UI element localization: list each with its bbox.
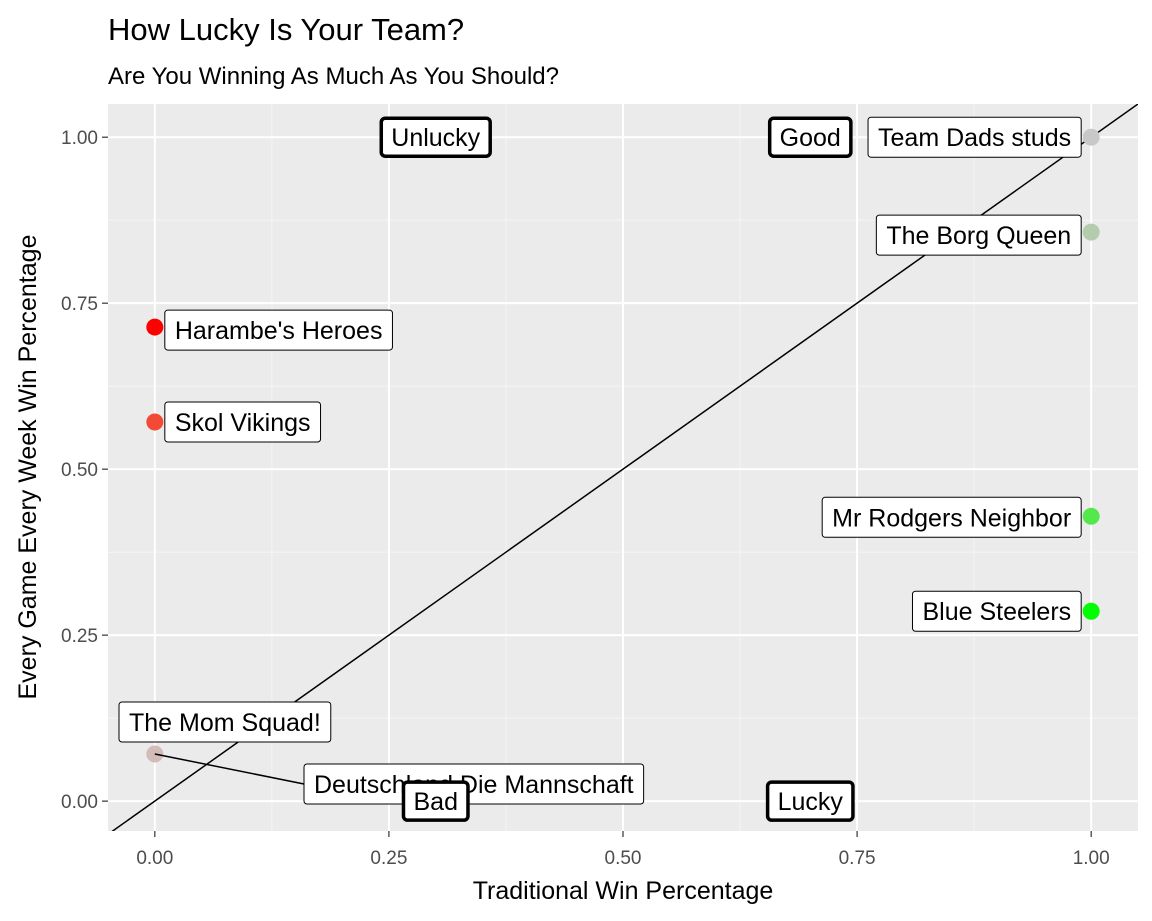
quadrant-label-box (765, 780, 855, 822)
team-label-box (875, 214, 1082, 256)
team-label-box (821, 496, 1082, 538)
data-points (146, 128, 1100, 763)
quadrant-label-text: Good (780, 124, 841, 152)
label-leader-line (154, 753, 305, 785)
y-tick-label: 0.75 (61, 294, 98, 315)
chart-title: How Lucky Is Your Team? (108, 12, 464, 47)
team-label: The Borg Queen (875, 214, 1082, 256)
y-tick-label: 0.50 (61, 460, 98, 481)
team-label: Mr Rodgers Neighbor (821, 496, 1082, 538)
team-label-box (164, 309, 393, 351)
y-tick-label: 1.00 (61, 128, 98, 149)
data-point (1082, 128, 1100, 146)
team-labels: Team Dads studs The Borg Queen Harambe's H… (118, 116, 1082, 805)
quadrant-label-text: Unlucky (391, 124, 480, 152)
quadrant-label-good: Good (767, 116, 853, 158)
team-label: Deutschland Die Mannschaft (303, 763, 645, 805)
data-point (1082, 223, 1100, 241)
team-label-text: Deutschland Die Mannschaft (314, 771, 634, 799)
team-label: Skol Vikings (164, 401, 322, 443)
quadrant-labels: Unlucky Good Bad Lucky (379, 116, 855, 822)
quadrant-label-box (379, 116, 492, 158)
x-tick-label: 0.50 (605, 848, 642, 869)
team-label-text: Blue Steelers (922, 598, 1071, 626)
x-tick-label: 0.75 (839, 848, 876, 869)
chart-subtitle: Are You Winning As Much As You Should? (108, 63, 559, 90)
team-label-box (911, 590, 1082, 632)
quadrant-label-unlucky: Unlucky (379, 116, 492, 158)
y-tick-label: 0.00 (61, 792, 98, 813)
team-label: The Mom Squad! (118, 701, 332, 743)
quadrant-label-text: Bad (413, 788, 457, 816)
team-label-box (867, 116, 1082, 158)
data-point (146, 318, 164, 336)
quadrant-label-text: Lucky (778, 788, 844, 816)
team-label: Blue Steelers (911, 590, 1082, 632)
team-label-box (164, 401, 322, 443)
team-label-box (303, 763, 645, 805)
quadrant-label-box (401, 780, 470, 822)
team-label-text: Team Dads studs (878, 124, 1071, 152)
team-label: Harambe's Heroes (164, 309, 393, 351)
team-label: Team Dads studs (867, 116, 1082, 158)
team-label-text: The Mom Squad! (129, 709, 321, 737)
x-tick-label: 0.25 (370, 848, 407, 869)
quadrant-label-box (767, 116, 853, 158)
y-axis: 0.00 0.25 0.50 0.75 1.00 (61, 128, 108, 813)
x-tick-label: 1.00 (1073, 848, 1110, 869)
quadrant-label-lucky: Lucky (765, 780, 855, 822)
x-axis: 0.00 0.25 0.50 0.75 1.00 (136, 831, 1110, 869)
data-point (1082, 602, 1100, 620)
x-tick-label: 0.00 (136, 848, 173, 869)
quadrant-label-bad: Bad (401, 780, 470, 822)
team-label-text: Mr Rodgers Neighbor (832, 504, 1071, 532)
team-label-text: Harambe's Heroes (175, 317, 383, 345)
data-point (146, 413, 164, 431)
data-point (1082, 507, 1100, 525)
x-axis-title: Traditional Win Percentage (473, 877, 774, 905)
team-label-text: Skol Vikings (175, 409, 311, 437)
y-tick-label: 0.25 (61, 626, 98, 647)
y-axis-title: Every Game Every Week Win Percentage (14, 235, 42, 700)
team-label-text: The Borg Queen (886, 222, 1071, 250)
team-label-box (118, 701, 332, 743)
